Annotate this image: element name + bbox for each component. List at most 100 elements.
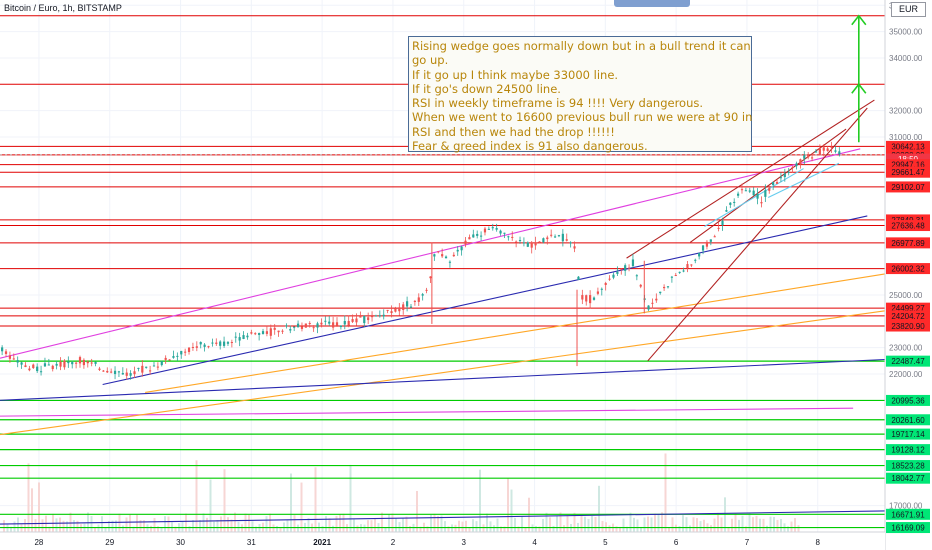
price-label: 19717.14 bbox=[891, 430, 925, 439]
volume-bar bbox=[440, 515, 443, 532]
volume-bar bbox=[731, 518, 733, 532]
volume-bar bbox=[181, 520, 184, 532]
volume-bar bbox=[353, 519, 355, 532]
trendline-orange bbox=[145, 273, 886, 393]
volume-bar bbox=[675, 524, 677, 532]
candle-body bbox=[277, 330, 280, 333]
candle-body bbox=[47, 364, 50, 366]
volume-bar bbox=[682, 515, 684, 532]
candle-body bbox=[304, 323, 307, 328]
price-label-box bbox=[886, 394, 930, 406]
candle-body bbox=[211, 342, 214, 344]
volume-bar bbox=[146, 524, 149, 532]
candle-body bbox=[694, 259, 697, 261]
candle-body bbox=[553, 236, 557, 238]
price-label: 16671.91 bbox=[891, 510, 925, 519]
time-axis-tick: 31 bbox=[247, 538, 256, 547]
candle-body bbox=[203, 344, 206, 347]
price-label-box bbox=[886, 522, 930, 534]
volume-bar bbox=[97, 524, 100, 532]
volume-bar bbox=[787, 526, 789, 532]
candle-body bbox=[207, 346, 210, 348]
volume-bar bbox=[73, 520, 75, 532]
candle-body bbox=[332, 322, 335, 328]
volume-bar bbox=[531, 524, 534, 532]
candle-body bbox=[756, 193, 759, 199]
candle-body bbox=[187, 347, 191, 353]
candle-body bbox=[818, 148, 821, 155]
volume-bar bbox=[622, 518, 625, 532]
price-label: 18042.77 bbox=[891, 474, 925, 483]
candle-body bbox=[639, 284, 642, 287]
price-label: 24204.72 bbox=[891, 312, 925, 321]
candle-body bbox=[363, 315, 366, 324]
candle-body bbox=[635, 275, 638, 277]
time-axis-tick: 5 bbox=[603, 538, 608, 547]
candle-body bbox=[807, 155, 810, 158]
top-tab-handle[interactable] bbox=[614, 0, 690, 7]
candle-body bbox=[67, 361, 70, 364]
price-label: 16169.09 bbox=[891, 524, 925, 533]
volume-bar bbox=[41, 519, 44, 532]
volume-bar bbox=[24, 519, 26, 532]
candle-body bbox=[733, 201, 736, 203]
price-axis-tick: 34000.00 bbox=[889, 54, 923, 63]
candle-body bbox=[495, 227, 498, 230]
volume-bar bbox=[199, 520, 201, 532]
volume-bar bbox=[297, 524, 299, 532]
time-axis-tick: 2021 bbox=[313, 538, 331, 547]
candle-body bbox=[39, 371, 43, 373]
candle-body bbox=[620, 268, 623, 270]
candle-body bbox=[43, 363, 47, 367]
volume-bar bbox=[752, 517, 754, 532]
volume-bar bbox=[794, 518, 796, 532]
volume-bar bbox=[174, 526, 177, 532]
candle-body bbox=[160, 361, 163, 366]
trendline-orange bbox=[0, 310, 886, 436]
candle-body bbox=[152, 365, 156, 367]
candle-body bbox=[141, 365, 144, 373]
volume-bar bbox=[762, 518, 765, 532]
volume-bar bbox=[101, 516, 103, 532]
candle-body bbox=[701, 245, 705, 251]
candle-body bbox=[515, 241, 518, 243]
volume-bar bbox=[27, 463, 30, 532]
candle-body bbox=[351, 319, 354, 322]
candle-body bbox=[246, 335, 249, 338]
volume-bar bbox=[594, 517, 597, 532]
annotation-note[interactable]: Rising wedge goes normally down but in a… bbox=[408, 36, 752, 153]
volume-bar bbox=[755, 515, 758, 532]
candle-body bbox=[425, 289, 428, 291]
candle-body bbox=[300, 326, 304, 329]
candle-body bbox=[219, 341, 222, 346]
candle-body bbox=[129, 373, 132, 376]
candle-body bbox=[678, 271, 681, 273]
volume-bar bbox=[517, 526, 520, 532]
candle-body bbox=[339, 325, 343, 327]
volume-bar bbox=[129, 514, 131, 532]
candle-body bbox=[94, 361, 97, 364]
volume-bar bbox=[76, 520, 79, 532]
note-line: RSI and then we had the drop !!!!!! bbox=[412, 124, 615, 139]
price-label-box bbox=[886, 460, 930, 472]
price-label: 26002.32 bbox=[891, 265, 925, 274]
candle-body bbox=[491, 227, 494, 229]
volume-bar bbox=[472, 519, 474, 532]
candle-body bbox=[296, 323, 300, 328]
volume-bar bbox=[279, 527, 282, 532]
volume-bar bbox=[286, 520, 289, 532]
volume-bar bbox=[654, 513, 656, 532]
candle-body bbox=[534, 242, 537, 246]
candle-body bbox=[713, 236, 716, 238]
volume-bar bbox=[153, 518, 156, 532]
volume-bar bbox=[213, 521, 215, 532]
candle-body bbox=[90, 362, 93, 364]
candle-body bbox=[487, 228, 490, 230]
currency-selector[interactable]: EUR bbox=[891, 2, 926, 17]
candle-body bbox=[452, 254, 455, 257]
price-axis bbox=[885, 0, 932, 550]
candle-body bbox=[242, 335, 245, 339]
candle-body bbox=[261, 331, 265, 334]
volume-bar bbox=[451, 524, 453, 532]
candle-body bbox=[413, 300, 416, 302]
